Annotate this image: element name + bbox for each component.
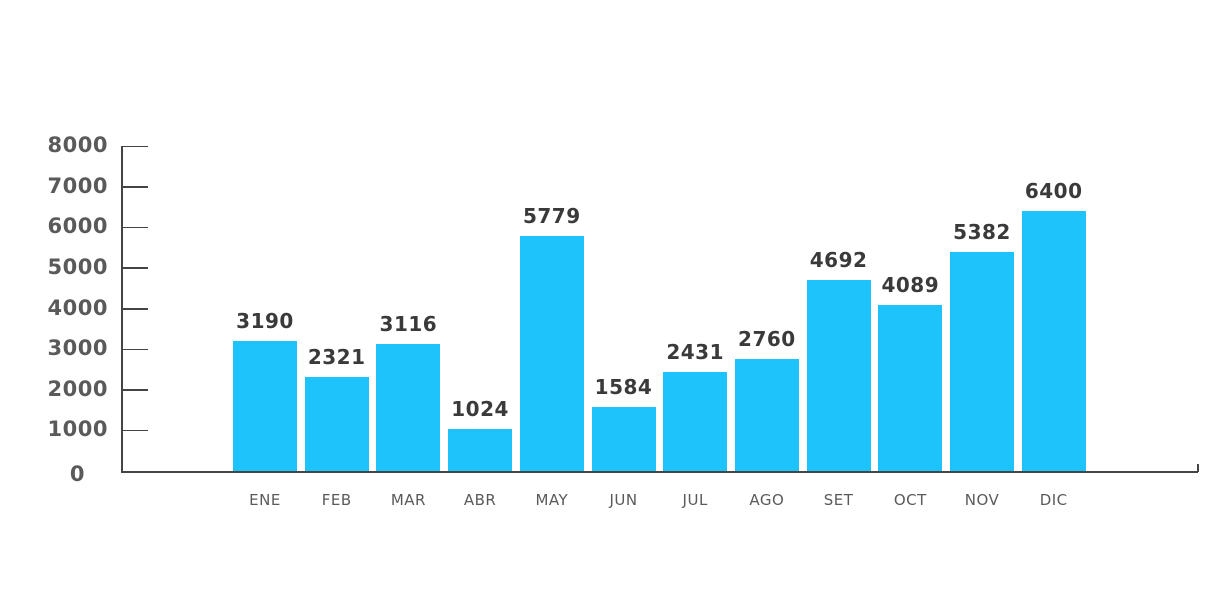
x-category-label: ENE xyxy=(249,491,281,509)
bar-mar xyxy=(376,344,441,471)
x-category-label: JUL xyxy=(682,491,708,509)
x-category-label: DIC xyxy=(1039,491,1068,509)
bar-may xyxy=(519,236,584,471)
bar-value-label: 3116 xyxy=(379,312,438,337)
y-tick-label: 3000 xyxy=(47,336,108,361)
bar-value-label: 1024 xyxy=(451,397,509,422)
bar-abr xyxy=(448,429,513,471)
bar-dic xyxy=(1021,211,1086,471)
x-category-label: SET xyxy=(823,491,854,509)
bar-value-label: 4692 xyxy=(809,248,868,273)
x-category-label: NOV xyxy=(964,491,1000,509)
x-category-label: FEB xyxy=(321,491,352,509)
y-tick-mark xyxy=(121,429,148,432)
bar-jun xyxy=(591,406,656,471)
y-tick-mark xyxy=(121,308,148,310)
y-tick-mark xyxy=(121,145,148,147)
bar-feb xyxy=(304,376,369,471)
bar-value-label: 5382 xyxy=(953,220,1011,245)
x-category-label: MAR xyxy=(390,491,426,509)
bar-ene xyxy=(233,341,297,471)
bar-nov xyxy=(950,252,1014,471)
y-tick-mark xyxy=(121,389,148,391)
y-tick-label: 1000 xyxy=(47,417,108,442)
x-category-label: ABR xyxy=(463,491,497,509)
y-tick-label: 7000 xyxy=(47,173,108,198)
x-category-label: MAY xyxy=(535,491,569,509)
bar-value-label: 5779 xyxy=(522,204,581,229)
y-tick-label: 4000 xyxy=(47,295,108,320)
y-tick-label: 5000 xyxy=(47,254,108,279)
y-tick-label: 0 xyxy=(69,462,85,486)
bar-value-label: 3190 xyxy=(236,309,294,334)
bar-value-label: 4089 xyxy=(881,272,940,297)
y-tick-label: 6000 xyxy=(47,214,108,239)
x-category-label: AGO xyxy=(749,491,785,509)
bar-value-label: 2760 xyxy=(738,326,796,351)
bar-set xyxy=(806,280,871,471)
y-tick-mark xyxy=(121,186,148,188)
bar-value-label: 6400 xyxy=(1024,179,1083,203)
y-tick-mark xyxy=(121,267,148,269)
x-category-label: OCT xyxy=(893,491,927,509)
bar-oct xyxy=(878,304,943,471)
y-tick-mark xyxy=(121,348,148,351)
y-tick-label: 2000 xyxy=(47,376,108,401)
bar-ago xyxy=(734,358,799,471)
bar-jul xyxy=(663,372,728,471)
y-tick-label: 8000 xyxy=(47,133,108,157)
x-axis-end-tick xyxy=(1197,464,1199,472)
bar-value-label: 1584 xyxy=(594,374,653,399)
x-axis xyxy=(121,471,1198,473)
x-category-label: JUN xyxy=(609,491,638,509)
y-tick-mark xyxy=(121,226,148,229)
bar-value-label: 2431 xyxy=(666,340,725,365)
bar-value-label: 2321 xyxy=(307,344,366,369)
